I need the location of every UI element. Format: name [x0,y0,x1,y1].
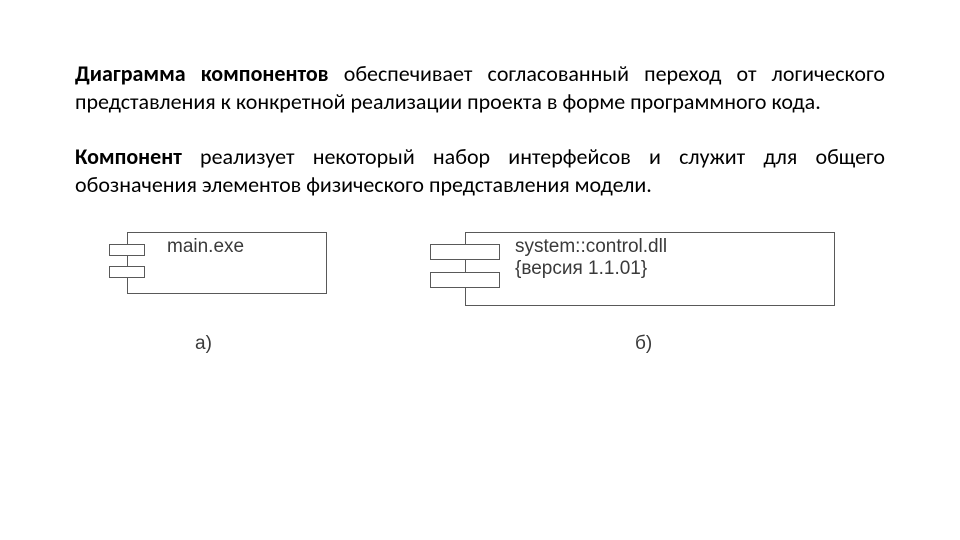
component-b-label-line2: {версия 1.1.01} [515,258,647,280]
component-a-sublabel: a) [195,333,212,355]
component-diagram: main.exe a) system::control.dll {версия … [75,228,885,428]
paragraph-2: Компонент реализует некоторый набор инте… [75,143,885,198]
component-a-label: main.exe [167,236,244,258]
component-a-tab1 [109,244,145,256]
para1-bold: Диаграмма компонентов [75,60,329,87]
para2-bold: Компонент [75,143,182,170]
component-b-label-line1: system::control.dll [515,236,667,258]
para2-rest: реализует некоторый набор интерфейсов и … [75,143,885,198]
slide-content: Диаграмма компонентов обеспечивает согла… [0,0,960,428]
component-b-sublabel: б) [635,333,652,355]
component-b-tab1 [430,244,500,260]
component-b-tab2 [430,272,500,288]
component-a-tab2 [109,266,145,278]
paragraph-1: Диаграмма компонентов обеспечивает согла… [75,60,885,115]
